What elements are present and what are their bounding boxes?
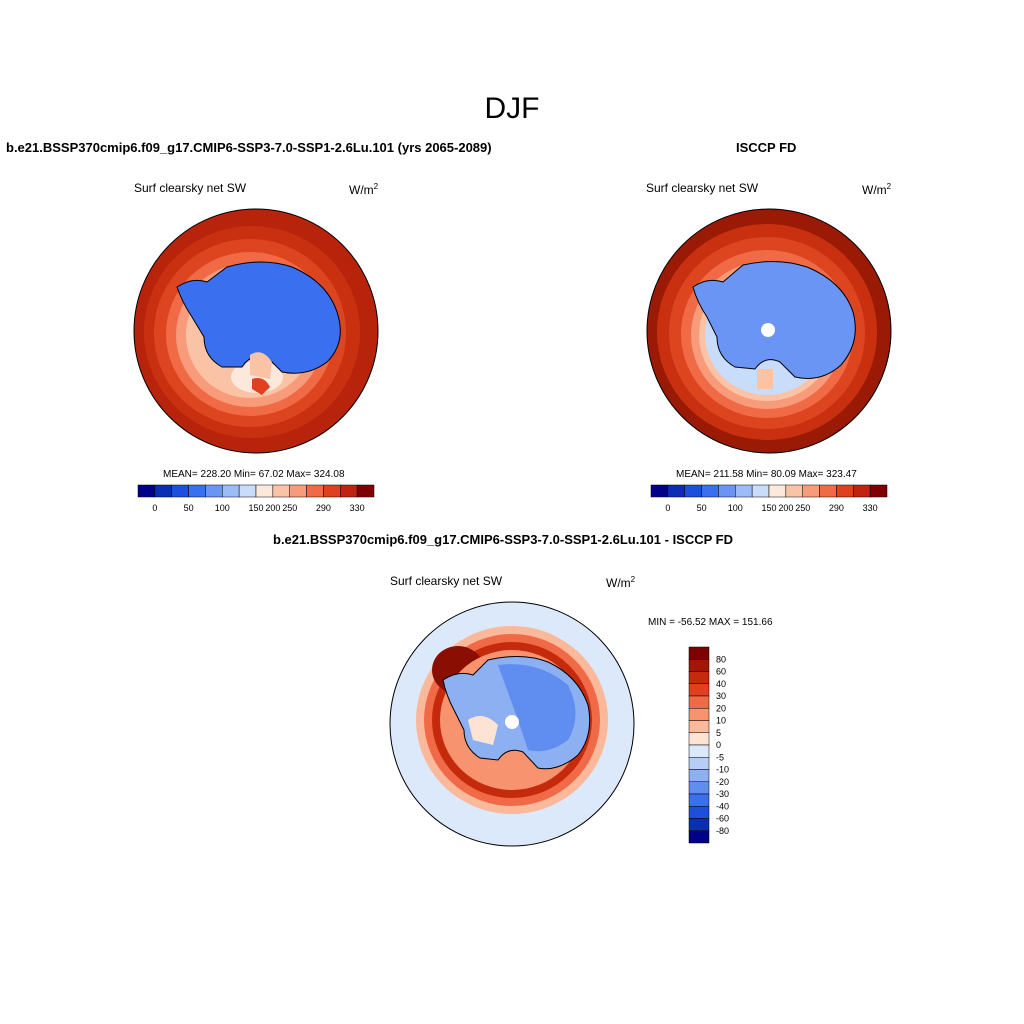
diff-colorbar-swatch [688, 781, 710, 795]
diff-colorbar-swatch [688, 659, 710, 672]
obs-colorbar-swatch [819, 484, 837, 498]
obs-colorbar-swatch [684, 484, 702, 498]
diff-colorbar-label: 60 [716, 667, 726, 677]
diff-colorbar-swatch [688, 720, 710, 733]
diff-colorbar-swatch [688, 646, 710, 660]
model-colorbar-swatch [255, 484, 274, 498]
obs-colorbar-swatch [718, 484, 736, 498]
diff-colorbar-label: -5 [716, 752, 724, 762]
diff-units-label: W/m2 [606, 575, 636, 590]
obs-panel-title: ISCCP FD [736, 140, 797, 155]
diff-colorbar-label: -30 [716, 789, 729, 799]
diff-colorbar-swatch [688, 830, 710, 844]
obs-colorbar: 0 50 100 150 200 250 290 330 [650, 484, 888, 513]
diff-colorbar: 80 60 40 30 20 10 5 0 -5 -10 -20 -30 -40 -60 -80 [688, 646, 729, 844]
diff-colorbar-label: 0 [716, 740, 721, 750]
model-colorbar-swatch [171, 484, 189, 498]
model-colorbar-swatch [340, 484, 358, 498]
model-colorbar-label: 330 [350, 503, 365, 513]
diff-colorbar-swatch [688, 769, 710, 782]
obs-colorbar-swatch [768, 484, 787, 498]
model-colorbar-swatch [356, 484, 375, 498]
diff-stats: MIN = -56.52 MAX = 151.66 [648, 617, 773, 628]
obs-polar-map [646, 208, 892, 454]
model-colorbar-swatch [188, 484, 206, 498]
obs-colorbar-label: 150 [761, 503, 776, 513]
diff-colorbar-label: 30 [716, 691, 726, 701]
model-colorbar-label: 250 [282, 503, 297, 513]
diff-colorbar-swatch [688, 732, 710, 746]
diff-colorbar-swatch [688, 806, 710, 819]
model-colorbar-label: 100 [215, 503, 230, 513]
obs-colorbar-label: 200 [778, 503, 793, 513]
diff-colorbar-swatch [688, 818, 710, 831]
model-colorbar-swatch [323, 484, 341, 498]
diff-panel-title: b.e21.BSSP370cmip6.f09_g17.CMIP6-SSP3-7.… [273, 532, 734, 547]
diff-colorbar-swatch [688, 757, 710, 770]
model-stats: MEAN= 228.20 Min= 67.02 Max= 324.08 [163, 469, 345, 480]
diff-colorbar-label: 10 [716, 716, 726, 726]
obs-colorbar-label: 100 [728, 503, 743, 513]
obs-colorbar-swatch [735, 484, 753, 498]
obs-colorbar-swatch [701, 484, 719, 498]
model-colorbar: 0 50 100 150 200 250 290 330 [137, 484, 375, 513]
obs-colorbar-label: 330 [863, 503, 878, 513]
figure-title: DJF [484, 92, 540, 125]
model-variable-label: Surf clearsky net SW [134, 181, 247, 195]
obs-units-label: W/m2 [862, 182, 892, 197]
diff-colorbar-label: 20 [716, 703, 726, 713]
model-colorbar-label: 50 [184, 503, 194, 513]
diff-colorbar-label: 5 [716, 728, 721, 738]
obs-colorbar-swatch [869, 484, 888, 498]
diff-polar-map [389, 601, 635, 847]
diff-colorbar-swatch [688, 695, 710, 709]
diff-colorbar-label: 80 [716, 654, 726, 664]
diff-colorbar-swatch [688, 671, 710, 684]
model-colorbar-swatch [154, 484, 172, 498]
model-colorbar-swatch [272, 484, 290, 498]
diff-colorbar-label: -20 [716, 777, 729, 787]
model-colorbar-label: 0 [152, 503, 157, 513]
obs-variable-label: Surf clearsky net SW [646, 181, 759, 195]
diff-colorbar-swatch [688, 744, 710, 758]
obs-colorbar-swatch [836, 484, 854, 498]
obs-colorbar-swatch [802, 484, 820, 498]
model-colorbar-swatch [306, 484, 324, 498]
model-colorbar-swatch [289, 484, 307, 498]
obs-colorbar-swatch [853, 484, 871, 498]
obs-stats: MEAN= 211.58 Min= 80.09 Max= 323.47 [676, 469, 857, 480]
model-polar-map [133, 208, 379, 454]
model-panel-title: b.e21.BSSP370cmip6.f09_g17.CMIP6-SSP3-7.… [6, 140, 492, 155]
obs-colorbar-swatch [667, 484, 685, 498]
model-colorbar-swatch [137, 484, 156, 498]
obs-colorbar-label: 0 [665, 503, 670, 513]
obs-colorbar-swatch [751, 484, 770, 498]
model-colorbar-swatch [205, 484, 223, 498]
model-colorbar-label: 290 [316, 503, 331, 513]
model-colorbar-label: 150 [248, 503, 263, 513]
diff-colorbar-label: -80 [716, 826, 729, 836]
diff-colorbar-label: 40 [716, 679, 726, 689]
obs-colorbar-swatch [650, 484, 669, 498]
model-colorbar-swatch [238, 484, 257, 498]
obs-colorbar-label: 290 [829, 503, 844, 513]
obs-colorbar-label: 50 [697, 503, 707, 513]
diff-colorbar-swatch [688, 708, 710, 721]
model-colorbar-label: 200 [265, 503, 280, 513]
obs-colorbar-swatch [785, 484, 803, 498]
model-colorbar-swatch [222, 484, 240, 498]
diff-colorbar-label: -40 [716, 801, 729, 811]
diff-colorbar-swatch [688, 793, 710, 807]
model-units-label: W/m2 [349, 182, 379, 197]
diff-colorbar-label: -10 [716, 765, 729, 775]
obs-colorbar-label: 250 [795, 503, 810, 513]
diff-colorbar-swatch [688, 683, 710, 697]
diff-variable-label: Surf clearsky net SW [390, 574, 503, 588]
diff-colorbar-label: -60 [716, 814, 729, 824]
